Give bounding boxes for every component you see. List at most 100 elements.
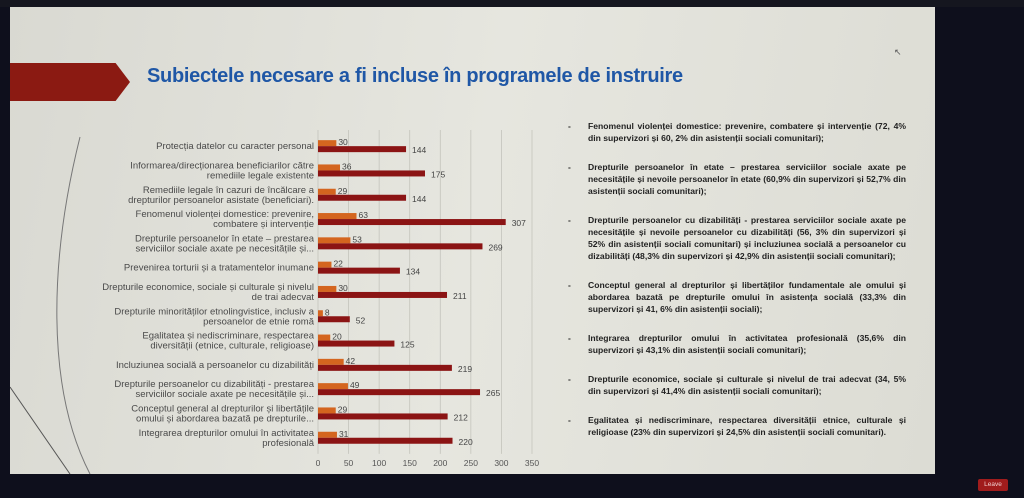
category-label: persoanelor de etnie romă	[203, 316, 315, 327]
note-item: Drepturile economice, sociale și cultura…	[568, 373, 906, 397]
category-label: Prevenirea torturii și a tratamentelor i…	[124, 263, 314, 274]
data-label-asistenti: 144	[412, 194, 426, 204]
bar-asistenti	[318, 146, 407, 153]
category-label: de trai adecvat	[252, 292, 315, 303]
bar-supervizori	[318, 310, 323, 317]
category-label: Drepturile minorităților etnolingvistice…	[114, 306, 314, 317]
mouse-cursor-icon: ↖	[894, 47, 902, 57]
category-label: profesională	[262, 438, 314, 449]
category-label: serviciilor sociale axate pe necesitățil…	[136, 243, 314, 254]
bar-asistenti	[318, 170, 425, 177]
bar-asistenti	[318, 243, 483, 250]
bar-supervizori	[318, 334, 331, 341]
bar-chart: 0 50 100 150 200 250 300 350 Protecția datelor c…	[10, 130, 539, 474]
data-label-asistenti: 220	[459, 437, 473, 447]
category-label: Remediile legale în cazuri de încălcare …	[143, 185, 315, 196]
data-label-supervizori: 29	[338, 404, 348, 414]
data-label-supervizori: 31	[339, 429, 349, 439]
x-tick-label: 300	[494, 458, 508, 468]
category-label: diversității (etnice, culturale, religio…	[150, 341, 314, 352]
meeting-participants-bar	[0, 0, 1024, 7]
x-tick-label: 200	[433, 458, 447, 468]
bar-supervizori	[318, 383, 348, 390]
category-label: Drepturile persoanelor cu dizabilități -…	[114, 379, 314, 390]
x-tick-label: 0	[316, 458, 321, 468]
bar-asistenti	[318, 389, 481, 396]
category-label: drepturilor persoanelor asistate (benefi…	[128, 195, 314, 206]
slide-title: Subiectele necesare a fi incluse în prog…	[147, 65, 683, 87]
bar-supervizori	[318, 261, 332, 268]
data-label-supervizori: 30	[338, 137, 348, 147]
x-tick-label: 150	[403, 458, 417, 468]
category-label: Drepturile persoanelor în etate – presta…	[135, 233, 315, 244]
note-item: Drepturile persoanelor cu dizabilități -…	[568, 214, 906, 262]
category-label: Integrarea drepturilor omului în activit…	[139, 428, 315, 439]
bar-supervizori	[318, 285, 337, 292]
bar-supervizori	[318, 213, 357, 220]
data-label-asistenti: 134	[406, 267, 420, 277]
category-label: Protecția datelor cu caracter personal	[156, 141, 314, 152]
data-label-asistenti: 269	[488, 242, 502, 252]
data-label-supervizori: 53	[352, 234, 362, 244]
bar-supervizori	[318, 358, 344, 365]
data-label-supervizori: 29	[338, 186, 348, 196]
note-item: Drepturile persoanelor în etate – presta…	[568, 161, 906, 197]
bar-supervizori	[318, 431, 337, 438]
bar-asistenti	[318, 437, 453, 444]
category-label: combatere și intervenție	[213, 219, 314, 230]
presentation-slide: Subiectele necesare a fi incluse în prog…	[10, 7, 935, 474]
decorative-curve	[56, 136, 91, 474]
bar-asistenti	[318, 340, 395, 347]
category-label: Drepturile economice, sociale și cultura…	[102, 282, 314, 293]
title-chevron-decoration	[10, 63, 130, 101]
bar-asistenti	[318, 364, 452, 371]
note-item: Conceptul general al drepturilor și libe…	[568, 279, 906, 315]
category-label: Informarea/direcționarea beneficiarilor …	[130, 160, 314, 171]
data-label-supervizori: 36	[342, 161, 352, 171]
category-label: Egalitatea și nediscriminare, respectare…	[142, 331, 314, 342]
note-item: Integrarea drepturilor omului în activit…	[568, 332, 906, 356]
category-label: Fenomenul violenței domestice: prevenire…	[136, 209, 314, 220]
leave-meeting-button[interactable]: Leave	[978, 479, 1008, 491]
bar-asistenti	[318, 291, 448, 298]
data-label-supervizori: 42	[346, 356, 356, 366]
bar-asistenti	[318, 413, 448, 420]
data-label-supervizori: 20	[332, 332, 342, 342]
bar-supervizori	[318, 407, 336, 414]
category-label: omului și abordarea bazată pe drepturile…	[136, 413, 314, 424]
category-label: serviciilor sociale axate pe necesitățil…	[136, 389, 314, 400]
note-item: Fenomenul violenței domestice: prevenire…	[568, 120, 906, 144]
data-label-asistenti: 211	[453, 291, 467, 301]
data-label-supervizori: 22	[333, 259, 343, 269]
x-tick-label: 50	[344, 458, 354, 468]
data-label-asistenti: 52	[356, 315, 366, 325]
data-label-asistenti: 212	[454, 412, 468, 422]
data-label-asistenti: 144	[412, 145, 426, 155]
data-label-supervizori: 49	[350, 380, 360, 390]
x-tick-label: 100	[372, 458, 386, 468]
bar-asistenti	[318, 267, 400, 274]
data-label-asistenti: 175	[431, 169, 445, 179]
bar-supervizori	[318, 164, 341, 171]
category-label: Conceptul general al drepturilor și libe…	[131, 403, 314, 414]
data-label-asistenti: 307	[512, 218, 526, 228]
bar-asistenti	[318, 194, 407, 201]
data-label-supervizori: 63	[359, 210, 369, 220]
decorative-line	[10, 386, 71, 474]
data-label-supervizori: 8	[325, 307, 330, 317]
category-label: remediile legale existente	[207, 170, 314, 181]
bar-supervizori	[318, 140, 337, 147]
data-label-asistenti: 125	[400, 340, 414, 350]
bar-supervizori	[318, 237, 351, 244]
category-label: Incluziunea socială a persoanelor cu diz…	[116, 360, 314, 371]
note-item: Egalitatea și nediscriminare, respectare…	[568, 414, 906, 438]
x-tick-label: 350	[525, 458, 539, 468]
data-label-asistenti: 265	[486, 388, 500, 398]
data-label-asistenti: 219	[458, 364, 472, 374]
bar-asistenti	[318, 219, 506, 226]
notes-list: Fenomenul violenței domestice: prevenire…	[568, 120, 906, 455]
data-label-supervizori: 30	[338, 283, 348, 293]
x-tick-label: 250	[464, 458, 478, 468]
bar-asistenti	[318, 316, 350, 323]
bar-supervizori	[318, 188, 336, 195]
